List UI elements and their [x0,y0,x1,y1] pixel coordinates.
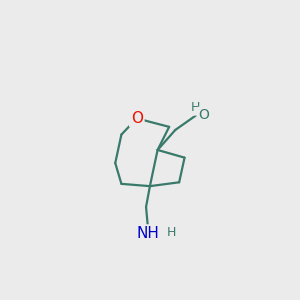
Text: O: O [198,108,209,122]
Text: NH: NH [137,226,160,241]
Text: H: H [167,226,176,239]
Text: H: H [191,101,200,114]
Text: O: O [131,111,143,126]
